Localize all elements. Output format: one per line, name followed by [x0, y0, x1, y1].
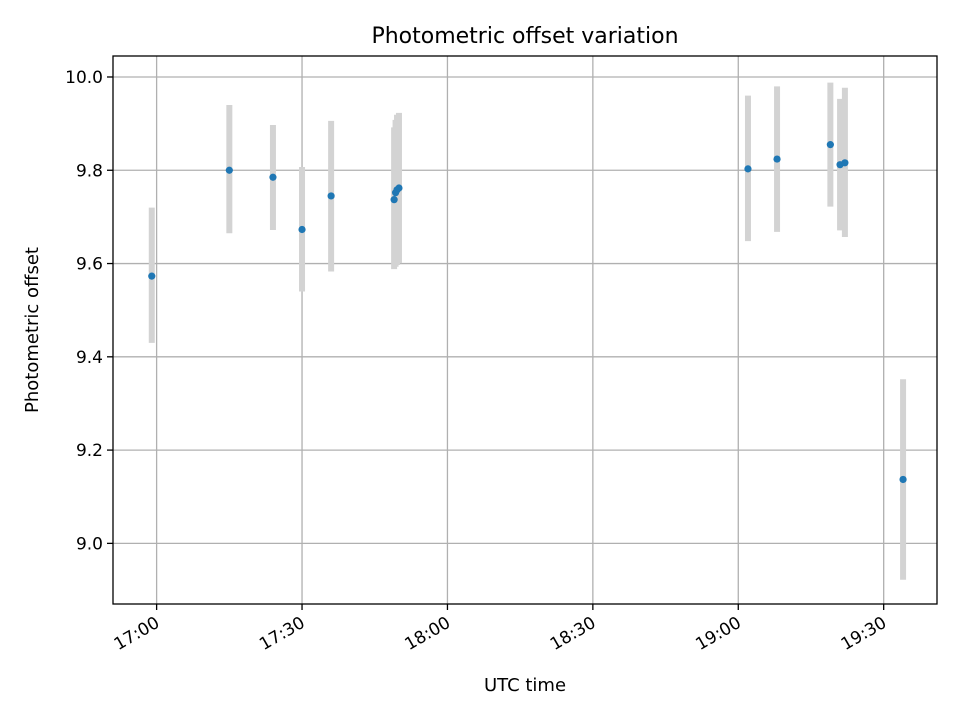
x-tick-label: 17:00: [111, 613, 163, 655]
data-point: [744, 165, 752, 173]
x-tick-label: 19:30: [838, 613, 890, 655]
y-tick-label: 10.0: [65, 68, 103, 88]
data-point: [841, 159, 849, 167]
y-tick-label: 9.8: [76, 161, 103, 181]
x-tick-label: 17:30: [256, 613, 308, 655]
data-point: [327, 192, 335, 200]
y-tick-label: 9.6: [76, 255, 103, 275]
data-point: [826, 141, 834, 149]
x-tick-label: 18:00: [402, 613, 454, 655]
y-tick-label: 9.4: [76, 348, 103, 368]
error-bars: [148, 82, 907, 580]
data-point: [269, 173, 277, 181]
y-tick-label: 9.0: [76, 534, 103, 554]
x-axis-ticks: 17:00 17:30 18:00 18:30 19:00 19:30: [111, 604, 890, 655]
y-tick-label: 9.2: [76, 441, 103, 461]
y-axis-label: Photometric offset: [22, 247, 43, 413]
data-point: [148, 272, 156, 280]
x-axis-label: UTC time: [484, 675, 566, 696]
data-point: [899, 475, 907, 484]
grid-lines: [113, 56, 937, 604]
data-point: [773, 155, 781, 163]
data-point: [225, 166, 233, 174]
data-points: [148, 141, 907, 484]
x-tick-label: 19:00: [692, 613, 744, 655]
x-tick-label: 18:30: [547, 613, 599, 655]
chart-title: Photometric offset variation: [371, 24, 678, 49]
data-point: [298, 225, 306, 234]
data-point: [395, 184, 403, 192]
plot-frame: [112, 55, 938, 605]
y-axis-ticks: 9.0 9.2 9.4 9.6 9.8 10.0: [65, 68, 113, 554]
data-point: [390, 196, 398, 204]
